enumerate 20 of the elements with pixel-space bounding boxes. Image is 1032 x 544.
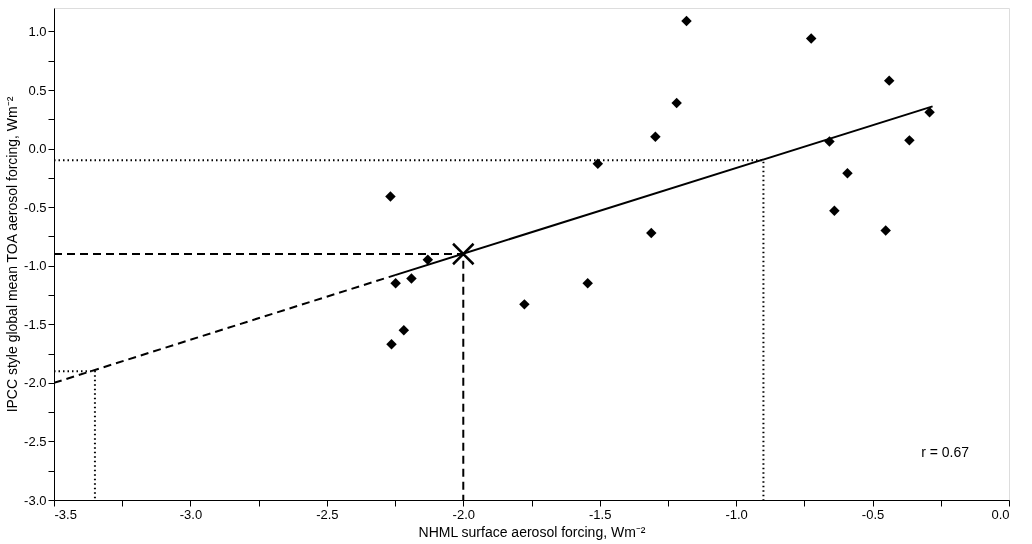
x-axis-title: NHML surface aerosol forcing, Wm⁻² (418, 523, 646, 540)
x-tick-label: -2.0 (452, 506, 475, 522)
y-axis-title: IPCC style global mean TOA aerosol forcing, Wm⁻² (4, 96, 21, 413)
y-tick-label: -1.0 (24, 258, 47, 274)
x-tick-label: -3.0 (179, 506, 203, 522)
y-tick-label: -2.5 (24, 433, 47, 449)
y-tick-label: 0.5 (28, 82, 47, 98)
y-tick-label: 1.0 (28, 23, 47, 39)
y-tick-label: -0.5 (24, 199, 47, 215)
y-tick-label: -1.5 (24, 316, 47, 332)
y-tick-label: -2.0 (24, 375, 47, 391)
x-tick-label: -1.5 (589, 506, 612, 522)
y-tick-label: -3.0 (24, 492, 47, 508)
x-tick-label: -3.5 (54, 506, 77, 522)
x-tick-label: -1.0 (725, 506, 748, 522)
x-tick-label: 0.0 (991, 506, 1010, 522)
x-tick-label: -0.5 (861, 506, 885, 522)
annotation: r = 0.67 (921, 444, 970, 460)
x-tick-label: -2.5 (316, 506, 339, 522)
y-tick-label: 0.0 (28, 141, 47, 157)
